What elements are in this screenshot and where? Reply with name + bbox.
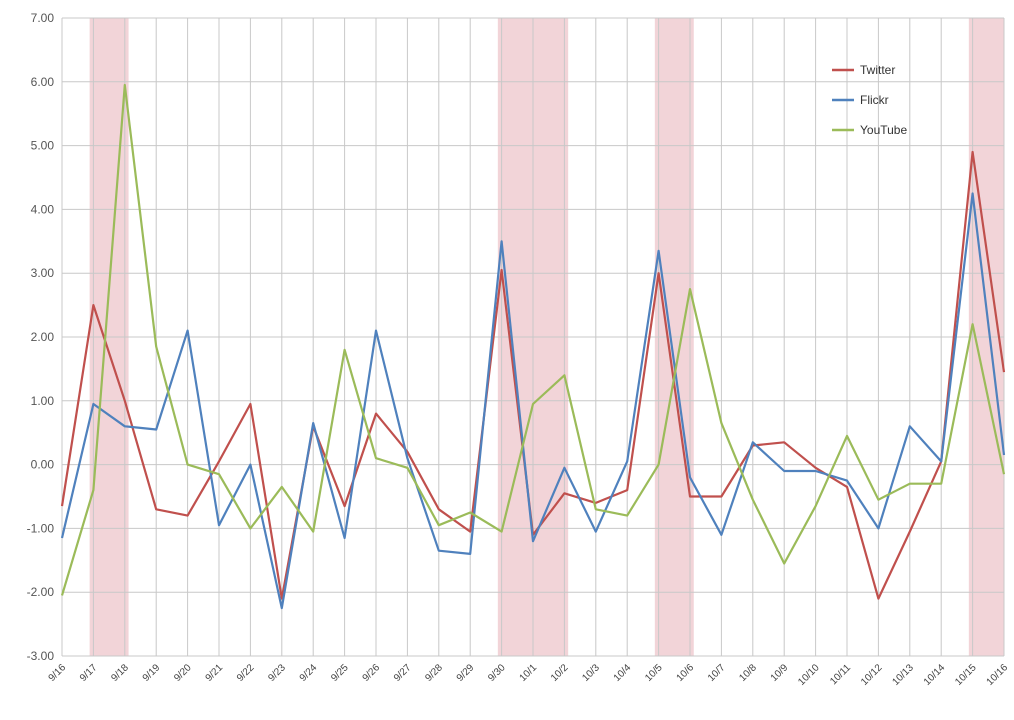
x-tick-label: 10/5 (643, 662, 665, 684)
series-line-youtube (60, 83, 1006, 596)
y-tick-label: 7.00 (31, 11, 55, 25)
x-tick-label: 10/11 (828, 662, 853, 687)
x-tick-label: 10/7 (706, 662, 728, 684)
legend-label-twitter: Twitter (860, 63, 895, 77)
y-tick-label: -1.00 (27, 521, 55, 535)
x-axis: 9/16 9/17 9/18 9/19 9/20 9/21 9/22 9/23 9/24 9/25… (47, 662, 1011, 688)
y-tick-label: 5.00 (31, 139, 55, 153)
x-tick-label: 9/18 (109, 662, 131, 684)
x-tick-label: 9/27 (392, 662, 414, 684)
x-tick-label: 9/29 (455, 662, 477, 684)
x-tick-label: 9/25 (329, 662, 351, 684)
y-tick-label: 6.00 (31, 75, 55, 89)
legend: Twitter Flickr YouTube (832, 63, 907, 137)
x-tick-label: 9/30 (486, 662, 508, 684)
x-tick-label: 9/22 (235, 662, 257, 684)
x-tick-label: 9/24 (298, 662, 320, 684)
x-tick-label: 9/17 (78, 662, 100, 684)
gridlines (61, 17, 1005, 657)
x-tick-label: 10/15 (953, 662, 979, 688)
x-tick-label: 10/2 (549, 662, 571, 684)
x-tick-label: 10/6 (675, 662, 697, 684)
y-axis: -3.00 -2.00 -1.00 0.00 1.00 2.00 3.00 4.00 5.00 6… (27, 11, 55, 663)
series-lines (60, 83, 1006, 610)
x-tick-label: 10/13 (890, 662, 916, 688)
x-tick-label: 10/9 (769, 662, 791, 684)
legend-label-flickr: Flickr (860, 93, 889, 107)
x-tick-label: 9/16 (47, 662, 69, 684)
y-tick-label: 4.00 (31, 202, 55, 216)
x-tick-label: 10/3 (580, 662, 602, 684)
x-tick-label: 9/26 (361, 662, 383, 684)
x-tick-label: 10/10 (796, 662, 822, 688)
x-tick-label: 10/16 (985, 662, 1011, 688)
y-tick-label: 2.00 (31, 330, 55, 344)
y-tick-label: 1.00 (31, 394, 55, 408)
y-tick-label: -3.00 (27, 649, 55, 663)
x-tick-label: 9/20 (172, 662, 194, 684)
series-line-flickr (60, 192, 1006, 610)
x-tick-label: 9/21 (204, 662, 226, 684)
x-tick-label: 10/8 (737, 662, 759, 684)
x-tick-label: 10/12 (859, 662, 885, 688)
legend-label-youtube: YouTube (860, 123, 907, 137)
y-tick-label: 0.00 (31, 458, 55, 472)
x-tick-label: 10/4 (612, 662, 634, 684)
x-tick-label: 10/14 (922, 662, 948, 688)
x-tick-label: 9/19 (141, 662, 163, 684)
y-tick-label: 3.00 (31, 266, 55, 280)
x-tick-label: 9/23 (266, 662, 288, 684)
x-tick-label: 9/28 (423, 662, 445, 684)
y-tick-label: -2.00 (27, 585, 55, 599)
x-tick-label: 10/1 (518, 662, 540, 684)
